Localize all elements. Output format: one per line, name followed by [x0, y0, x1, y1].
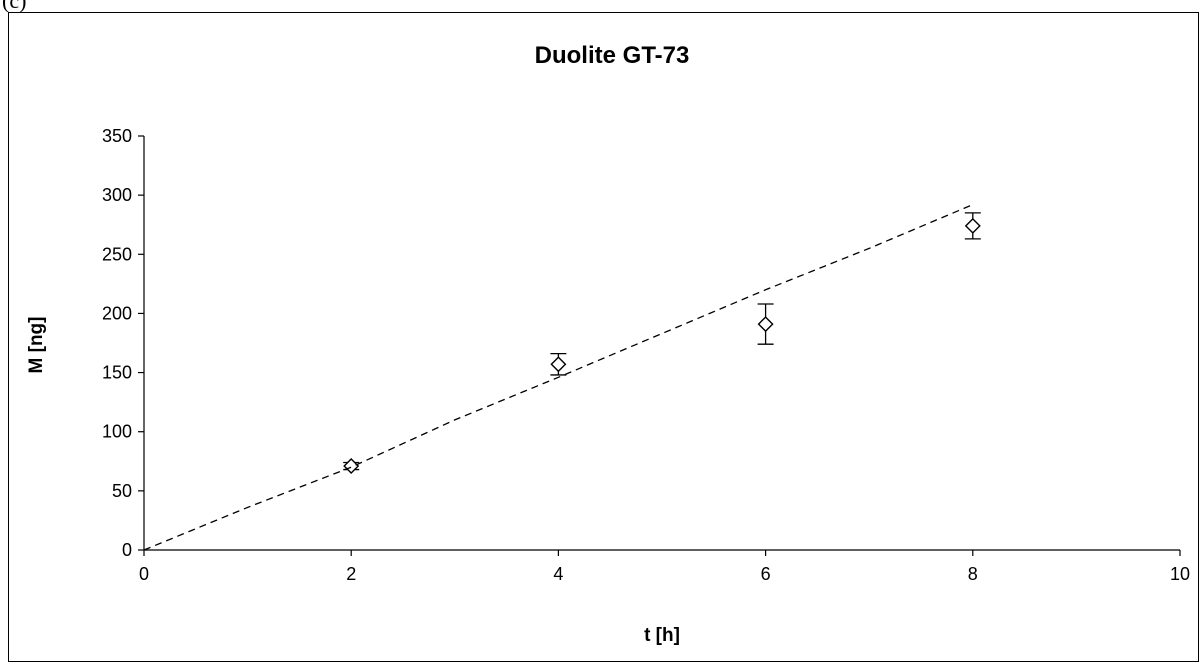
x-tick-label: 8 [968, 564, 978, 584]
y-tick-label: 250 [102, 244, 132, 264]
y-tick-label: 100 [102, 422, 132, 442]
chart-frame [8, 12, 1199, 662]
y-tick-label: 0 [122, 540, 132, 560]
data-point-diamond [550, 356, 567, 373]
x-tick-label: 10 [1170, 564, 1190, 584]
x-axis-title: t [h] [644, 625, 680, 646]
y-tick-label: 350 [102, 126, 132, 146]
y-tick-label: 50 [112, 481, 132, 501]
data-point-diamond [964, 217, 981, 234]
y-tick-label: 150 [102, 363, 132, 383]
data-point-diamond [757, 316, 774, 333]
axes-group: 0 50 100 150 200 250 300 350 0 2 4 6 8 10 [102, 126, 1190, 584]
y-tick-label: 300 [102, 185, 132, 205]
x-tick-label: 2 [346, 564, 356, 584]
data-point-diamond [343, 458, 360, 475]
chart-title: Duolite GT-73 [535, 42, 690, 69]
y-tick-label: 200 [102, 303, 132, 323]
marks-group [143, 204, 981, 551]
fit-line [143, 204, 974, 551]
panel-label: (c) [2, 0, 27, 13]
x-tick-label: 6 [761, 564, 771, 584]
x-tick-label: 4 [553, 564, 563, 584]
y-axis-title: M [ng] [26, 317, 47, 374]
x-tick-label: 0 [139, 564, 149, 584]
